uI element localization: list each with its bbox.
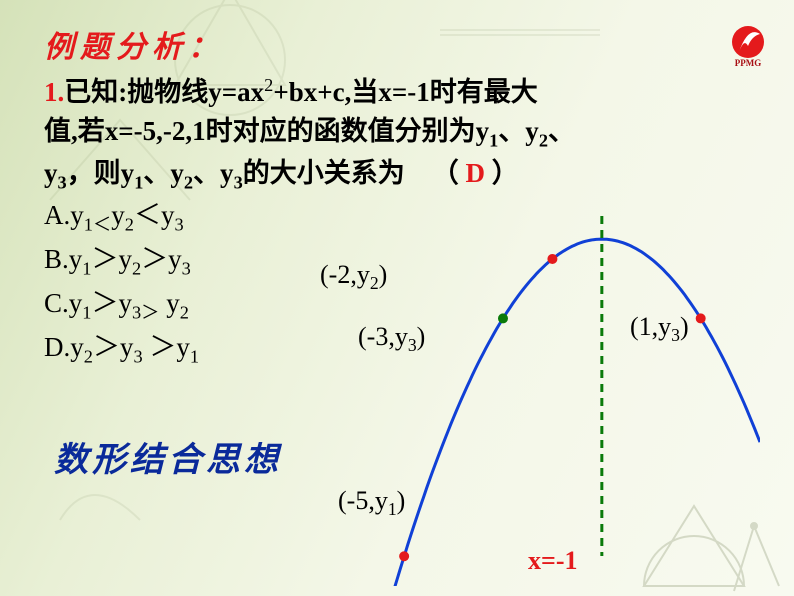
point-label: (-2,y2) xyxy=(320,260,387,294)
question-line1: 1.已知:抛物线y=ax2+bx+c,当x=-1时有最大 xyxy=(44,72,750,112)
option-a: A.y1＜y2＜y3 xyxy=(44,195,199,239)
option-d: D.y2＞y3 ＞y1 xyxy=(44,327,199,371)
point-label: (-3,y3) xyxy=(358,322,425,356)
option-c: C.y1＞y3＞ y2 xyxy=(44,283,199,327)
point-label: (1,y3) xyxy=(630,312,689,346)
option-b: B.y1＞y2＞y3 xyxy=(44,239,199,283)
chart-point xyxy=(399,551,409,561)
chart-point xyxy=(547,254,557,264)
answer-letter: D xyxy=(466,158,486,188)
question-line2: 值,若x=-5,-2,1时对应的函数值分别为y1、y2、 xyxy=(44,112,750,154)
concept-label: 数形结合思想 xyxy=(54,432,282,481)
geometry-tools-decoration xyxy=(604,476,794,596)
chart-point xyxy=(696,313,706,323)
options: A.y1＜y2＜y3 B.y1＞y2＞y3 C.y1＞y3＞ y2 D.y2＞y… xyxy=(44,195,199,370)
axis-label: x=-1 xyxy=(528,546,577,576)
chart-point xyxy=(498,313,508,323)
point-label: (-5,y1) xyxy=(338,486,405,520)
question-line3: y3，则y1、y2、y3的大小关系为 （ D ） xyxy=(44,154,750,196)
section-title: 例题分析： xyxy=(44,22,750,66)
question-number: 1. xyxy=(44,77,64,107)
